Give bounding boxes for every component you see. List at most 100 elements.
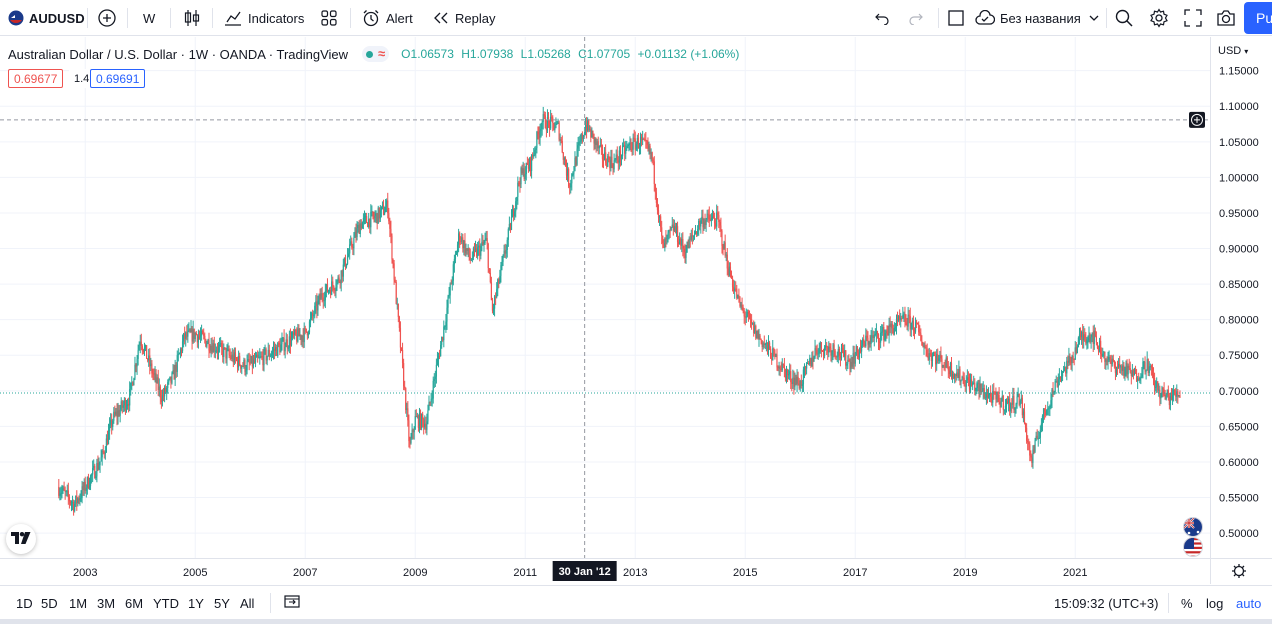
candle-body [441,337,443,345]
candle-body [911,320,913,323]
candle-body [367,222,369,227]
date-range-button[interactable] [284,586,302,620]
market-status[interactable]: ≈ [362,46,390,62]
indicators-button[interactable]: Indicators [224,0,304,36]
candle-body [615,154,617,160]
candle-body [250,356,252,363]
log-toggle[interactable]: log [1206,595,1224,611]
candle-body [1162,387,1164,390]
au-flag-icon[interactable] [1183,517,1203,537]
candle-body [891,323,893,329]
candle-body [88,486,91,488]
candle-body [83,481,85,491]
price-chart[interactable]: 1.0808030 Jan '120.6968908:50:27 0.50000… [0,37,1272,585]
candle-body [93,465,95,469]
candle-body [1134,369,1137,374]
candle-body [666,235,668,239]
chart-type-button[interactable] [184,0,200,36]
snapshot-button[interactable] [1216,0,1236,36]
interval-button[interactable]: W [143,0,155,36]
candle-body [508,223,510,230]
sell-price-button[interactable]: 0.69677 [8,69,64,88]
candle-body [918,324,920,333]
candle-body [404,386,406,389]
candle-body [967,377,970,381]
candle-body [831,351,833,356]
candle-body [297,328,299,342]
percent-toggle[interactable]: % [1181,595,1193,611]
candle-body [107,431,110,445]
candle-body [466,248,468,252]
candle-body [225,347,227,359]
candle-body [997,392,999,396]
candle-body [559,139,561,141]
candle-body [262,356,264,366]
compare-add-button[interactable] [97,0,117,36]
candle-body [928,353,930,360]
candle-body [991,396,993,403]
candle-body [896,318,899,321]
candle-body [577,145,579,149]
us-flag-icon[interactable] [1183,537,1203,557]
bottom-toolbar: 1D 5D 1M 3M 6M YTD 1Y 5Y All 15:09:32 (U… [0,585,1272,619]
fullscreen-layout-button[interactable] [947,0,965,36]
candle-body [986,392,989,398]
undo-button[interactable] [874,0,890,36]
settings-button[interactable] [1149,0,1169,36]
candle-body [965,380,967,387]
replay-button[interactable]: Replay [433,0,495,36]
search-button[interactable] [1114,0,1134,36]
x-tick-label: 2005 [183,567,207,579]
candle-body [273,348,276,351]
templates-button[interactable] [320,0,338,36]
candle-body [1008,398,1010,404]
candle-body [1157,381,1159,391]
candle-body [251,356,253,367]
candle-body [510,217,513,230]
publish-button[interactable]: Pu [1244,2,1272,34]
candle-body [980,383,982,392]
currency-selector[interactable]: USD ▾ [1218,45,1248,57]
candle-body [298,328,300,337]
range-1y-button[interactable]: 1Y [188,595,204,611]
range-5d-button[interactable]: 5D [41,595,58,611]
candle-body [105,438,108,453]
auto-toggle[interactable]: auto [1236,595,1262,611]
candle-body [591,131,593,138]
tradingview-logo[interactable] [6,524,36,554]
axis-settings-gear-icon [1233,565,1245,577]
candle-body [99,461,101,466]
price-axis: 0.50000 0.55000 0.60000 0.65000 0.70000 0.750… [1210,37,1272,584]
candle-body [982,388,984,392]
fullscreen-button[interactable] [1184,0,1202,36]
candle-body [1068,356,1070,363]
candle-body [563,157,565,160]
buy-price-button[interactable]: 0.69691 [90,69,146,88]
layout-name-button[interactable]: Без названия [975,0,1099,36]
candle-body [1103,351,1105,354]
candle-body [451,280,453,285]
candle-body [923,345,925,347]
candle-body [305,328,307,332]
redo-button[interactable] [908,0,924,36]
candle-body [82,486,84,491]
clock-timezone[interactable]: 15:09:32 (UTC+3) [1054,595,1159,611]
candle-body [1123,365,1125,376]
range-ytd-button[interactable]: YTD [153,595,179,611]
candle-body [202,330,204,334]
candle-body [880,332,882,343]
range-all-button[interactable]: All [240,595,255,611]
range-3m-button[interactable]: 3M [97,595,116,611]
candle-body [996,392,998,400]
range-6m-button[interactable]: 6M [125,595,144,611]
alert-button[interactable]: Alert [362,0,413,36]
candle-body [86,477,88,488]
range-1d-button[interactable]: 1D [16,595,33,611]
candle-body [1080,332,1083,338]
symbol-search-button[interactable]: AUDUSD [8,0,85,36]
range-5y-button[interactable]: 5Y [214,595,230,611]
range-1m-button[interactable]: 1M [69,595,88,611]
candle-body [393,263,395,280]
candle-body [953,373,955,379]
candle-body [462,237,464,249]
